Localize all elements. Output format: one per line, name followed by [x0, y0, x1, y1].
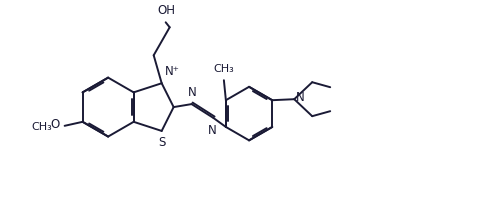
Text: OH: OH	[157, 4, 175, 17]
Text: N: N	[188, 86, 197, 99]
Text: S: S	[158, 136, 166, 149]
Text: N⁺: N⁺	[165, 65, 180, 78]
Text: CH₃: CH₃	[213, 64, 234, 74]
Text: N: N	[208, 124, 216, 137]
Text: N: N	[295, 91, 304, 104]
Text: O: O	[50, 118, 60, 131]
Text: CH₃: CH₃	[31, 122, 52, 132]
